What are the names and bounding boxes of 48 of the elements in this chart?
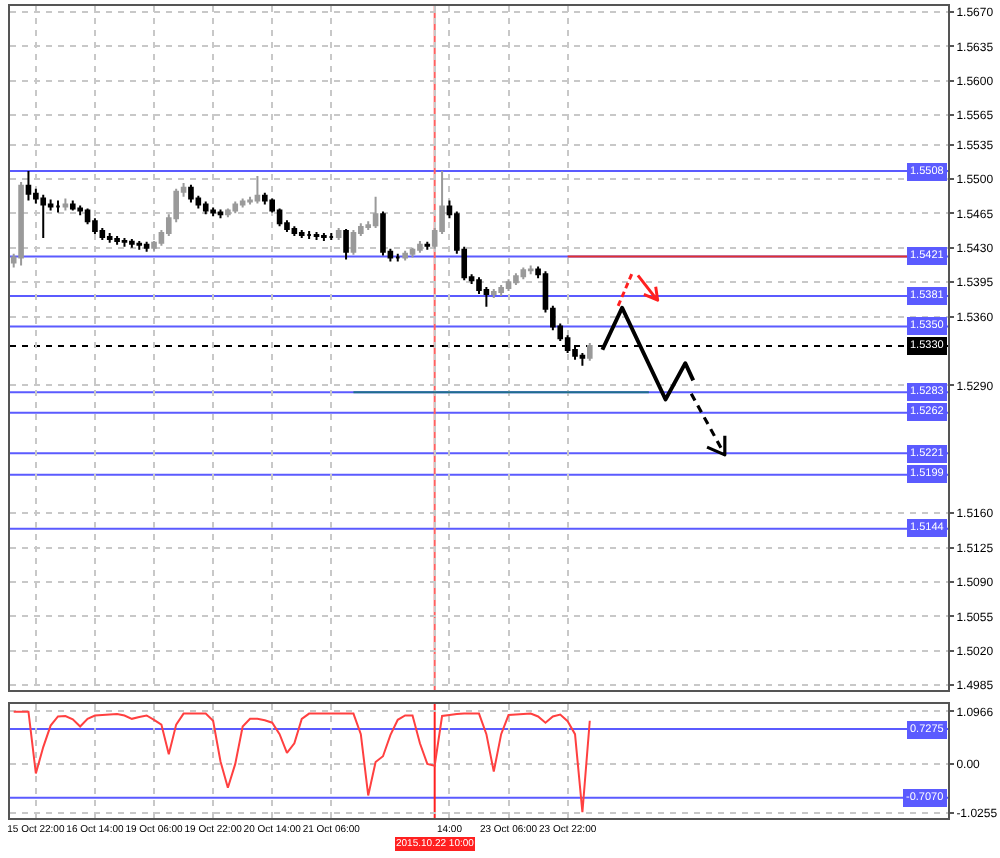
candlestick — [417, 239, 423, 254]
candlestick — [121, 236, 128, 248]
candlestick — [527, 264, 534, 276]
candlestick — [490, 288, 497, 299]
candlestick — [129, 237, 135, 249]
candlestick — [69, 199, 76, 212]
candlestick — [62, 197, 69, 212]
candlestick — [136, 239, 143, 251]
candlestick — [217, 208, 224, 220]
candlestick — [343, 228, 349, 261]
candlestick — [402, 249, 408, 262]
candlestick — [202, 200, 209, 216]
candlestick — [335, 227, 342, 241]
candlestick — [321, 232, 327, 242]
candlestick — [77, 204, 83, 217]
candlestick — [232, 200, 239, 215]
candlestick — [505, 278, 512, 292]
candlestick — [372, 195, 379, 230]
candlestick — [586, 342, 593, 362]
candlestick — [409, 246, 416, 259]
line-series — [12, 710, 591, 814]
candlestick — [498, 284, 504, 297]
candlestick — [239, 197, 246, 209]
candlestick — [380, 210, 386, 257]
candlestick — [114, 234, 120, 246]
candlestick — [394, 252, 401, 263]
candlestick — [520, 266, 527, 281]
candlestick — [291, 225, 298, 237]
candlestick — [262, 191, 268, 206]
candlestick — [55, 199, 61, 214]
candlestick — [25, 170, 32, 202]
candlestick — [188, 183, 194, 204]
candlestick — [40, 193, 47, 239]
candlestick — [106, 232, 113, 244]
candlestick — [254, 175, 261, 205]
candlestick — [143, 240, 150, 253]
candlestick — [225, 207, 231, 219]
candlestick — [84, 207, 91, 226]
candlestick — [350, 229, 357, 256]
candlestick — [424, 240, 431, 251]
candlestick — [298, 229, 305, 239]
candlestick — [579, 351, 586, 367]
candlestick — [276, 207, 283, 228]
candlestick — [210, 206, 216, 218]
candlestick — [513, 272, 519, 287]
candlestick — [306, 230, 312, 240]
candlestick — [18, 180, 24, 267]
candlestick — [313, 231, 320, 241]
